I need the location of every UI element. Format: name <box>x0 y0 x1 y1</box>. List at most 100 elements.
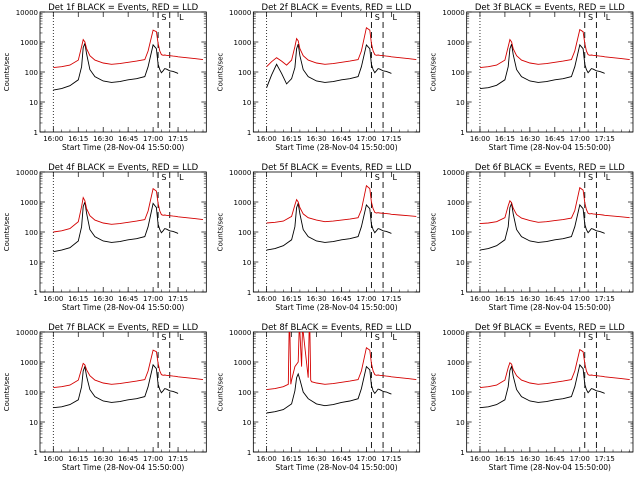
y-tick-label: 100 <box>238 229 251 237</box>
x-tick-label: 16:15 <box>68 295 88 303</box>
events-series-line <box>266 365 392 414</box>
y-axis-label: Counts/sec <box>216 53 224 92</box>
x-tick-label: 16:30 <box>93 295 113 303</box>
y-tick-label: 1000 <box>234 199 252 207</box>
marker-l: L <box>179 173 184 182</box>
y-axis-label: Counts/sec <box>216 213 224 252</box>
y-tick-label: 1 <box>34 129 38 137</box>
marker-s: S <box>588 333 593 342</box>
y-tick-label: 10 <box>456 99 465 107</box>
plot-frame <box>39 11 207 133</box>
panel-7: Det 7f BLACK = Events, RED = LLD 1 10 100 10… <box>3 323 207 472</box>
panel-9: Det 9f BLACK = Events, RED = LLD 1 10 100 10… <box>430 323 634 472</box>
x-tick-label: 16:15 <box>281 295 301 303</box>
x-tick-label: 16:00 <box>470 135 490 143</box>
x-tick-label: 16:15 <box>68 455 88 463</box>
plot-frame <box>39 171 207 293</box>
x-tick-label: 16:00 <box>43 295 63 303</box>
x-tick-label: 17:15 <box>381 135 401 143</box>
y-tick-label: 100 <box>25 389 38 397</box>
x-tick-label: 17:15 <box>381 455 401 463</box>
x-tick-label: 16:00 <box>257 135 277 143</box>
panel-title: Det 1f BLACK = Events, RED = LLD <box>48 3 198 13</box>
x-tick-label: 16:45 <box>118 295 138 303</box>
marker-s: S <box>161 13 166 22</box>
marker-s: S <box>588 13 593 22</box>
x-tick-label: 16:45 <box>118 135 138 143</box>
y-axis-label: Counts/sec <box>3 213 11 252</box>
panel-title: Det 6f BLACK = Events, RED = LLD <box>475 163 625 173</box>
panel-8: Det 8f BLACK = Events, RED = LLD 1 10 100 10… <box>216 323 421 472</box>
y-tick-label: 10000 <box>16 329 38 337</box>
y-tick-label: 1000 <box>20 199 38 207</box>
x-tick-label: 16:30 <box>93 455 113 463</box>
x-tick-label: 16:45 <box>331 135 351 143</box>
x-tick-label: 16:45 <box>545 135 565 143</box>
panel-title: Det 4f BLACK = Events, RED = LLD <box>48 163 198 173</box>
marker-l: L <box>392 333 397 342</box>
panel-title: Det 8f BLACK = Events, RED = LLD <box>262 323 412 333</box>
panel-title: Det 2f BLACK = Events, RED = LLD <box>262 3 412 13</box>
y-tick-label: 100 <box>25 69 38 77</box>
x-tick-label: 16:30 <box>306 455 326 463</box>
panel-2: Det 2f BLACK = Events, RED = LLD 1 10 100 10… <box>216 3 421 152</box>
x-tick-label: 17:00 <box>356 295 376 303</box>
y-tick-label: 10000 <box>229 9 251 17</box>
marker-l: L <box>606 13 611 22</box>
plot-frame <box>466 11 634 133</box>
events-series-line <box>53 41 179 91</box>
marker-s: S <box>161 333 166 342</box>
lld-series-line <box>266 184 417 224</box>
panel-6: Det 6f BLACK = Events, RED = LLD 1 10 100 10… <box>430 163 634 312</box>
lld-series-line <box>53 349 204 389</box>
x-tick-label: 16:30 <box>93 135 113 143</box>
x-tick-label: 17:15 <box>168 135 188 143</box>
x-tick-label: 16:15 <box>495 455 515 463</box>
x-tick-label: 16:15 <box>495 135 515 143</box>
panel-title: Det 3f BLACK = Events, RED = LLD <box>475 3 625 13</box>
y-tick-label: 1000 <box>234 39 252 47</box>
y-tick-label: 1 <box>34 449 38 457</box>
x-tick-label: 17:00 <box>356 455 376 463</box>
x-axis-label: Start Time (28-Nov-04 15:50:00) <box>489 463 611 472</box>
x-tick-label: 16:30 <box>306 135 326 143</box>
x-tick-label: 17:00 <box>570 455 590 463</box>
events-series-line <box>53 201 179 253</box>
plot-frame <box>252 11 421 133</box>
y-tick-label: 100 <box>238 389 251 397</box>
x-tick-label: 16:15 <box>495 295 515 303</box>
y-tick-label: 10 <box>242 419 251 427</box>
x-tick-label: 17:15 <box>381 295 401 303</box>
y-tick-label: 100 <box>451 69 464 77</box>
marker-l: L <box>392 13 397 22</box>
x-tick-label: 16:00 <box>257 455 277 463</box>
y-axis-label: Counts/sec <box>216 373 224 412</box>
y-tick-label: 10000 <box>229 169 251 177</box>
y-tick-label: 10 <box>456 419 465 427</box>
y-tick-label: 10 <box>242 99 251 107</box>
marker-s: S <box>375 173 380 182</box>
y-tick-label: 10000 <box>442 9 464 17</box>
y-tick-label: 10000 <box>229 329 251 337</box>
x-tick-label: 16:00 <box>43 135 63 143</box>
x-tick-label: 16:15 <box>68 135 88 143</box>
events-series-line <box>266 43 392 88</box>
y-tick-label: 1 <box>34 289 38 297</box>
events-series-line <box>479 201 605 251</box>
events-series-line <box>479 363 605 409</box>
lld-series-line <box>266 332 417 391</box>
y-tick-label: 10 <box>29 419 38 427</box>
y-tick-label: 10 <box>242 259 251 267</box>
y-tick-label: 1 <box>460 129 464 137</box>
lld-series-line <box>53 29 204 69</box>
y-tick-label: 10 <box>456 259 465 267</box>
y-tick-label: 1 <box>247 289 251 297</box>
y-tick-label: 10000 <box>16 169 38 177</box>
y-axis-label: Counts/sec <box>3 373 11 412</box>
y-tick-label: 1000 <box>20 39 38 47</box>
x-axis-label: Start Time (28-Nov-04 15:50:00) <box>62 463 184 472</box>
panel-title: Det 7f BLACK = Events, RED = LLD <box>48 323 198 333</box>
y-tick-label: 100 <box>451 229 464 237</box>
marker-l: L <box>179 13 184 22</box>
plot-frame <box>252 331 421 453</box>
